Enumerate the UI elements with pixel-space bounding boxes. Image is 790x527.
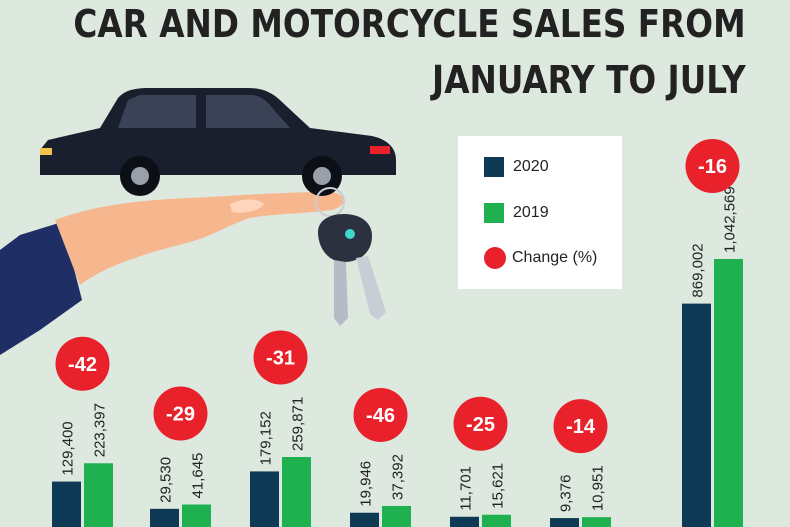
legend-item-2019: 2019 [484,203,549,223]
bar-2020-7 [682,303,711,527]
change-label-4: -46 [366,405,395,427]
bar-2020-4 [350,512,379,527]
legend-dot-change [484,247,506,269]
key-head [318,214,372,262]
change-bubble-2 [153,386,208,441]
suit-sleeve [0,222,82,355]
bar-2020-5 [450,516,479,527]
hand [55,192,344,285]
bar-2019-4 [382,505,411,527]
car-taillight [370,146,390,154]
key-blade-2 [356,256,386,320]
value-label-2020-3: 179,152 [258,411,275,465]
bar-2020-2 [150,508,179,527]
car-headlight [40,148,52,155]
chart-title-line1: CAR AND MOTORCYCLE SALES FROM [73,2,746,46]
change-label-3: -31 [266,348,295,370]
bar-2019-1 [84,463,113,527]
chart-title-line2: JANUARY TO JULY [432,58,746,102]
value-label-2019-6: 10,951 [590,465,607,511]
value-label-2019-4: 37,392 [390,454,407,500]
legend-label-change: Change (%) [512,249,598,266]
value-label-2019-7: 1,042,569 [722,186,739,253]
change-bubble-6 [553,399,608,454]
value-label-2020-2: 29,530 [158,457,175,503]
value-label-2019-5: 15,621 [490,463,507,509]
bar-2020-1 [52,481,81,527]
value-label-2019-2: 41,645 [190,453,207,499]
legend-label-2020: 2020 [513,158,549,175]
bar-2020-3 [250,471,279,527]
change-label-5: -25 [466,414,495,436]
value-label-2019-3: 259,871 [290,397,307,451]
legend-swatch-2019 [484,203,504,223]
value-label-2019-1: 223,397 [92,403,109,457]
value-label-2020-5: 11,701 [458,466,475,511]
car-window-front [118,95,196,128]
change-bubble-4 [353,387,408,442]
legend-label-2019: 2019 [513,204,549,221]
value-label-2020-7: 869,002 [690,243,707,297]
value-label-2020-1: 129,400 [60,421,77,475]
value-label-2020-4: 19,946 [358,461,375,507]
key-blade-1 [334,260,348,326]
legend-item-change: Change (%) [484,247,597,269]
change-label-6: -14 [566,416,596,438]
change-label-1: -42 [68,354,97,376]
legend-item-2020: 2020 [484,157,549,177]
thumb-highlight [230,199,264,213]
key-ring [315,187,345,217]
change-bubble-3 [253,330,308,385]
legend: 2020 2019 Change (%) [458,136,622,289]
change-bubble-7 [685,139,740,193]
bar-2019-3 [282,457,311,527]
car-window-rear [206,95,290,128]
value-label-2020-6: 9,376 [558,475,575,513]
change-bubble-1 [55,336,110,391]
bar-2019-2 [182,504,211,527]
bar-2020-6 [550,518,579,527]
change-label-7: -16 [698,156,727,178]
change-label-2: -29 [166,404,195,426]
bar-2019-5 [482,514,511,527]
legend-swatch-2020 [484,157,504,177]
car-in-hand-illustration [0,88,396,355]
bar-2019-7 [714,259,743,527]
bar-2019-6 [582,517,611,527]
change-bubble-5 [453,396,508,451]
